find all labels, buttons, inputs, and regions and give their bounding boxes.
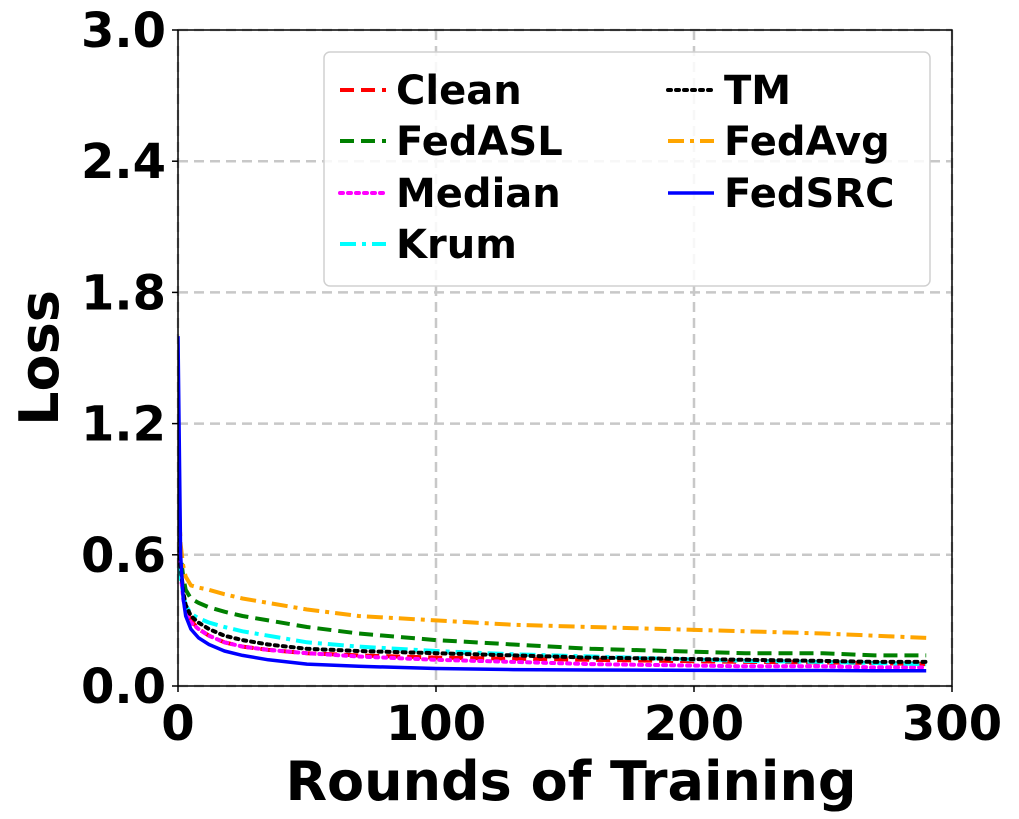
legend-label-fedasl: FedASL bbox=[396, 119, 563, 165]
series-line-krum bbox=[178, 532, 927, 667]
series-lines bbox=[178, 336, 929, 673]
legend-label-median: Median bbox=[396, 171, 561, 217]
x-axis-label: Rounds of Training bbox=[285, 750, 856, 813]
axis-ticks: 0 100 200 300 0.0 0.6 1.2 1.8 2.4 3.0 bbox=[81, 3, 1002, 752]
y-tick-label: 2.4 bbox=[81, 134, 166, 190]
series-line-median bbox=[178, 509, 929, 670]
legend-label-fedsrc: FedSRC bbox=[724, 171, 894, 217]
y-tick-label: 0.0 bbox=[81, 659, 166, 715]
y-tick-label: 1.8 bbox=[81, 265, 166, 321]
y-tick-label: 1.2 bbox=[81, 397, 166, 453]
legend-label-clean: Clean bbox=[396, 68, 522, 114]
legend: Clean FedASL Median Krum TM FedAvg FedSRC bbox=[323, 51, 931, 287]
legend-label-tm: TM bbox=[724, 68, 791, 114]
x-tick-label: 300 bbox=[902, 696, 1002, 752]
series-line-fedsrc bbox=[178, 336, 927, 673]
legend-label-fedavg: FedAvg bbox=[724, 119, 890, 165]
x-tick-label: 0 bbox=[161, 696, 194, 752]
y-axis-label: Loss bbox=[8, 290, 71, 426]
y-tick-label: 0.6 bbox=[81, 528, 166, 584]
legend-label-krum: Krum bbox=[396, 222, 517, 268]
plot-frame bbox=[177, 29, 953, 687]
series-line-fedasl bbox=[178, 500, 927, 658]
x-tick-label: 200 bbox=[644, 696, 744, 752]
series-line-fedavg bbox=[178, 478, 927, 640]
legend-box bbox=[323, 51, 931, 287]
y-tick-label: 3.0 bbox=[81, 3, 166, 59]
series-line-tm bbox=[178, 498, 929, 664]
x-tick-label: 100 bbox=[386, 696, 486, 752]
